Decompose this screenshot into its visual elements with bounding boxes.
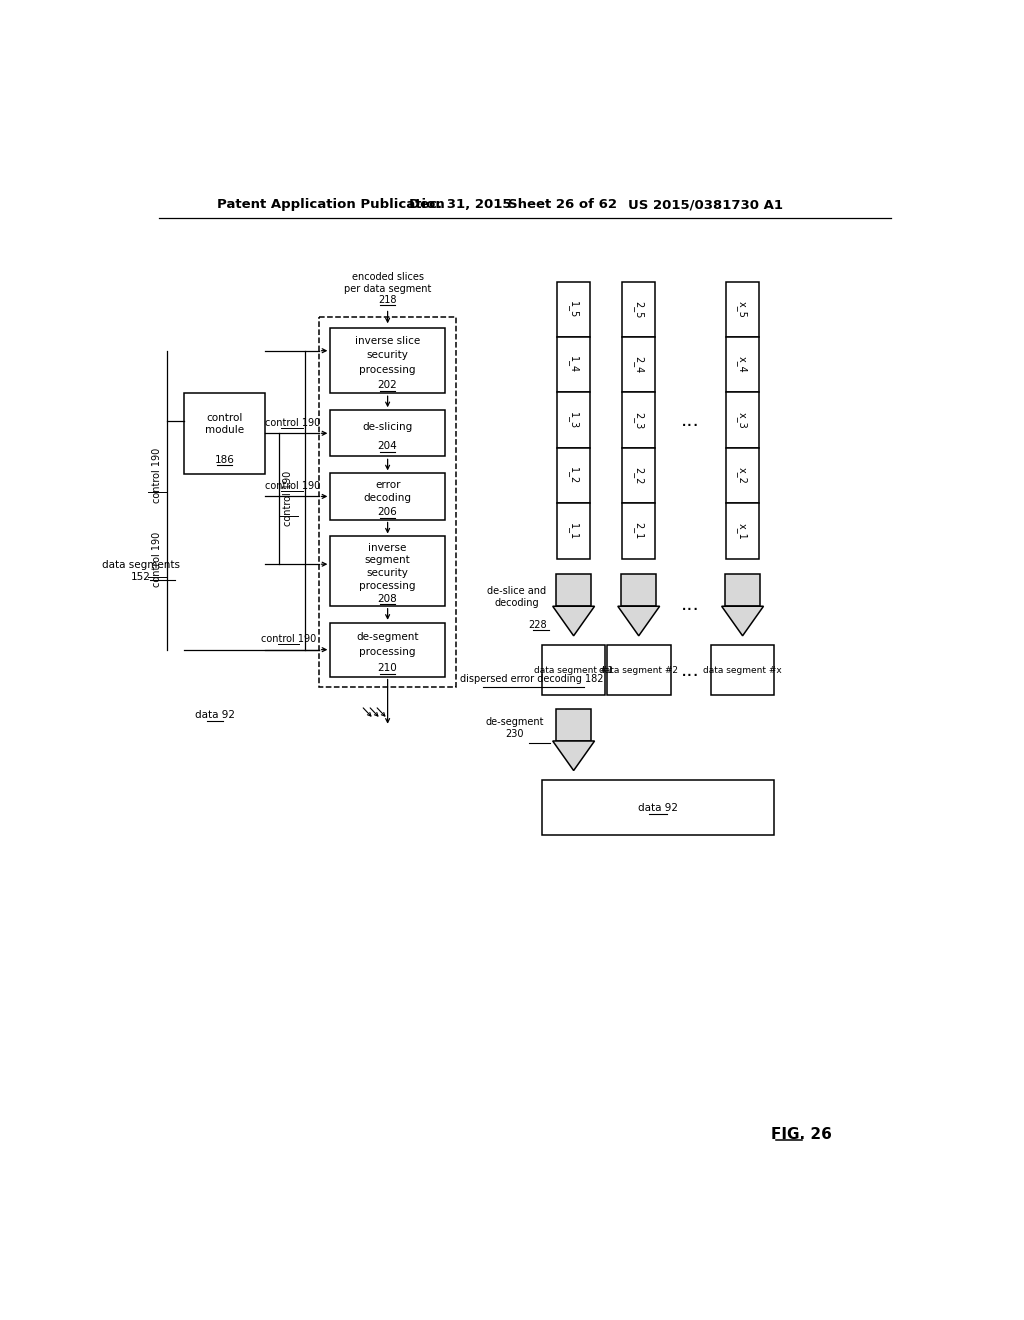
Text: 1_2: 1_2 [568, 467, 580, 484]
Text: data segment #1: data segment #1 [535, 665, 613, 675]
Text: dispersed error decoding 182: dispersed error decoding 182 [460, 673, 603, 684]
Text: Sheet 26 of 62: Sheet 26 of 62 [508, 198, 616, 211]
Text: x_4: x_4 [737, 356, 748, 374]
Text: data 92: data 92 [196, 710, 236, 721]
Text: processing: processing [359, 647, 416, 657]
Text: security: security [367, 350, 409, 360]
Bar [623, 281, 655, 337]
Text: ...: ... [681, 595, 700, 615]
Bar [331, 474, 445, 520]
Text: x_3: x_3 [737, 412, 748, 429]
Text: control
module: control module [205, 413, 244, 434]
Text: control 190: control 190 [264, 417, 319, 428]
Text: inverse slice: inverse slice [355, 335, 420, 346]
Text: 2_5: 2_5 [633, 301, 644, 318]
Text: data segments
152: data segments 152 [102, 560, 180, 582]
Text: US 2015/0381730 A1: US 2015/0381730 A1 [628, 198, 783, 211]
Text: Dec. 31, 2015: Dec. 31, 2015 [409, 198, 511, 211]
Bar [557, 447, 590, 503]
Bar [556, 574, 591, 606]
Text: control 190: control 190 [284, 471, 294, 527]
Bar [542, 780, 774, 836]
Text: de-segment: de-segment [356, 631, 419, 642]
Text: Patent Application Publication: Patent Application Publication [217, 198, 444, 211]
Text: 210: 210 [378, 663, 397, 673]
Text: FIG. 26: FIG. 26 [771, 1127, 833, 1142]
Text: decoding: decoding [364, 494, 412, 503]
Text: 204: 204 [378, 441, 397, 451]
Text: data segment #x: data segment #x [703, 665, 782, 675]
Text: de-slicing: de-slicing [362, 422, 413, 432]
Bar [331, 327, 445, 393]
Bar [726, 281, 759, 337]
Text: control 190: control 190 [153, 447, 163, 503]
Bar [542, 645, 605, 696]
Bar [557, 503, 590, 558]
Polygon shape [617, 606, 659, 636]
Text: x_2: x_2 [737, 467, 748, 484]
Text: control 190: control 190 [261, 634, 316, 644]
Text: 202: 202 [378, 380, 397, 391]
Text: x_1: x_1 [737, 523, 748, 540]
Text: de-segment
230: de-segment 230 [485, 717, 544, 739]
Bar [623, 392, 655, 447]
Bar [607, 645, 671, 696]
Bar [623, 503, 655, 558]
Bar [726, 337, 759, 392]
Text: ...: ... [681, 660, 700, 680]
Bar [331, 623, 445, 677]
Bar [331, 536, 445, 606]
Text: segment: segment [365, 556, 411, 565]
Text: data 92: data 92 [638, 803, 678, 813]
Text: security: security [367, 568, 409, 578]
Text: processing: processing [359, 581, 416, 590]
Text: 208: 208 [378, 594, 397, 603]
Text: 2_2: 2_2 [633, 467, 644, 484]
Bar [557, 281, 590, 337]
Text: 2_4: 2_4 [633, 356, 644, 374]
Polygon shape [722, 606, 764, 636]
Bar [623, 337, 655, 392]
Text: control 190: control 190 [153, 532, 163, 587]
Bar [557, 392, 590, 447]
Text: ...: ... [681, 411, 700, 430]
Text: 206: 206 [378, 507, 397, 517]
Text: encoded slices
per data segment: encoded slices per data segment [344, 272, 431, 294]
Bar [622, 574, 656, 606]
Bar [623, 447, 655, 503]
Bar [319, 317, 456, 688]
Text: inverse: inverse [369, 543, 407, 553]
Text: 2_1: 2_1 [633, 523, 644, 540]
Text: 2_3: 2_3 [633, 412, 644, 429]
Polygon shape [553, 741, 595, 771]
Bar [725, 574, 760, 606]
Bar [711, 645, 774, 696]
Polygon shape [553, 606, 595, 636]
Text: 1_5: 1_5 [568, 301, 580, 318]
Text: error: error [375, 480, 400, 490]
Text: 186: 186 [215, 455, 234, 465]
Text: 1_3: 1_3 [568, 412, 580, 429]
Text: 218: 218 [379, 296, 397, 305]
Text: 228: 228 [528, 620, 547, 630]
Text: x_5: x_5 [737, 301, 748, 318]
Bar [331, 411, 445, 457]
Bar [726, 392, 759, 447]
Bar [557, 337, 590, 392]
Text: 1_1: 1_1 [568, 523, 580, 540]
Text: data segment #2: data segment #2 [599, 665, 678, 675]
Text: control 190: control 190 [264, 480, 319, 491]
Text: processing: processing [359, 364, 416, 375]
Bar [726, 503, 759, 558]
Text: 1_4: 1_4 [568, 356, 580, 374]
Bar [183, 393, 265, 474]
Bar [556, 709, 591, 741]
Text: de-slice and
decoding: de-slice and decoding [487, 586, 547, 609]
Bar [726, 447, 759, 503]
